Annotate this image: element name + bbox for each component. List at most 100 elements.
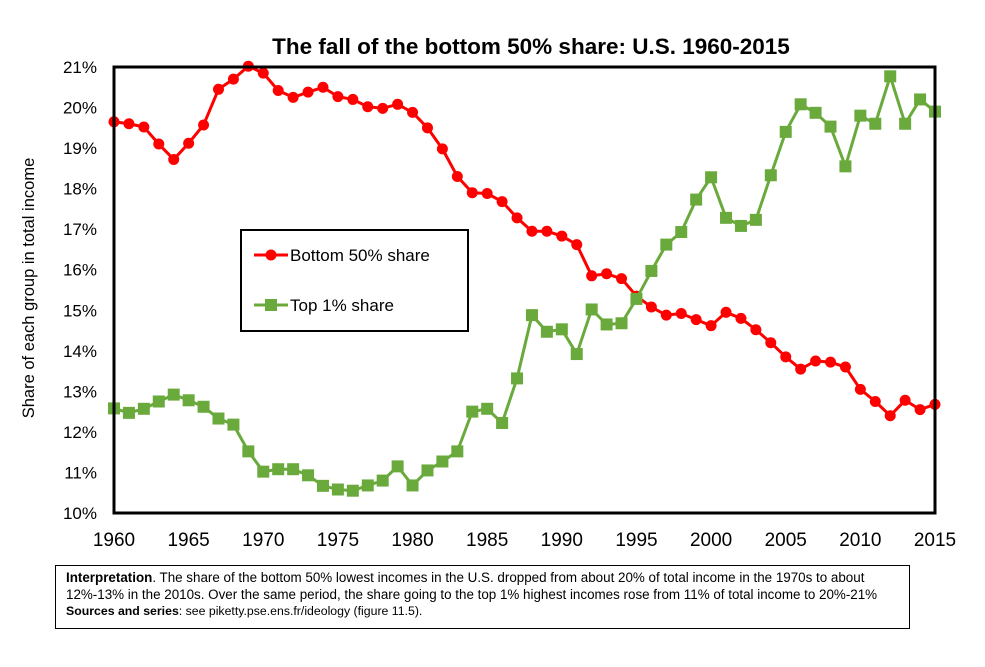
data-point — [616, 273, 628, 285]
data-point — [764, 169, 777, 182]
chart-title: The fall of the bottom 50% share: U.S. 1… — [272, 34, 790, 59]
data-point — [227, 418, 240, 431]
data-point — [362, 101, 374, 113]
data-point — [316, 479, 329, 492]
data-point — [257, 67, 269, 79]
data-point — [198, 119, 210, 131]
data-point — [675, 226, 688, 239]
data-point — [720, 306, 732, 318]
data-point — [511, 212, 523, 224]
data-point — [601, 268, 613, 280]
y-tick-label: 11% — [64, 463, 97, 482]
x-tick-label: 1980 — [391, 530, 433, 551]
data-point — [914, 404, 926, 416]
data-point — [451, 170, 463, 182]
series-layer — [108, 60, 941, 497]
data-point — [391, 460, 404, 473]
data-point — [794, 98, 807, 111]
data-point — [287, 463, 300, 476]
data-point — [795, 363, 807, 375]
data-point — [421, 464, 434, 477]
data-point — [825, 356, 837, 368]
legend-label-top1: Top 1% share — [290, 296, 394, 315]
data-point — [436, 143, 448, 155]
data-point — [138, 121, 150, 133]
data-point — [779, 125, 792, 138]
y-tick-label: 18% — [63, 180, 97, 199]
data-point — [406, 479, 419, 492]
data-point — [914, 93, 927, 106]
x-tick-label: 2010 — [839, 530, 881, 551]
data-point — [556, 230, 568, 242]
x-tick-labels: 1960 1965 1970 1975 1980 1985 1990 1995 2000 2005… — [93, 530, 956, 551]
data-point — [272, 463, 285, 476]
data-point — [645, 264, 658, 277]
x-tick-label: 1960 — [93, 530, 135, 551]
data-point — [302, 469, 315, 482]
x-tick-label: 1970 — [242, 530, 284, 551]
x-tick-label: 2015 — [914, 530, 956, 551]
data-point — [197, 400, 210, 413]
data-point — [630, 292, 643, 305]
data-point — [571, 239, 583, 251]
legend-box — [240, 229, 469, 332]
data-point — [600, 318, 613, 331]
data-point — [720, 211, 733, 224]
data-point — [212, 412, 225, 425]
data-point — [331, 483, 344, 496]
legend-marker-top1 — [265, 299, 277, 311]
data-point — [824, 120, 837, 133]
y-tick-label: 12% — [63, 423, 97, 442]
data-point — [392, 98, 404, 110]
y-axis-label: Share of each group in total income — [20, 158, 38, 419]
data-point — [749, 213, 762, 226]
legend-label-bottom50: Bottom 50% share — [290, 246, 430, 265]
data-point — [899, 394, 911, 406]
x-tick-label: 1990 — [541, 530, 583, 551]
data-point — [123, 118, 135, 130]
data-point — [451, 445, 464, 458]
data-point — [302, 86, 314, 98]
data-point — [212, 83, 224, 95]
data-point — [376, 474, 389, 487]
data-point — [869, 117, 882, 130]
data-point — [526, 225, 538, 237]
data-point — [645, 301, 657, 313]
data-point — [361, 479, 374, 492]
chart: The fall of the bottom 50% share: U.S. 1… — [20, 34, 956, 551]
interpretation-text: . The share of the bottom 50% lowest inc… — [66, 570, 878, 602]
y-tick-label: 14% — [63, 342, 97, 361]
data-point — [884, 70, 897, 83]
data-point — [705, 320, 717, 332]
data-point — [346, 484, 359, 497]
data-point — [839, 160, 852, 173]
data-point — [183, 137, 195, 149]
data-point — [854, 109, 867, 122]
data-point — [735, 312, 747, 324]
data-point — [511, 372, 524, 385]
y-tick-label: 15% — [63, 301, 97, 320]
x-tick-label: 1995 — [615, 530, 657, 551]
data-point — [287, 91, 299, 103]
data-point — [660, 309, 672, 321]
data-point — [137, 402, 150, 415]
data-point — [899, 117, 912, 130]
data-point — [466, 187, 478, 199]
data-point — [436, 455, 449, 468]
data-point — [540, 325, 553, 338]
data-point — [854, 383, 866, 395]
data-point — [570, 348, 583, 361]
sources-text: : see piketty.pse.ens.fr/ideology (figur… — [178, 604, 423, 618]
data-point — [615, 317, 628, 330]
data-point — [317, 81, 329, 93]
data-point — [377, 102, 389, 114]
data-point — [839, 361, 851, 373]
x-tick-label: 2005 — [765, 530, 807, 551]
data-point — [541, 225, 553, 237]
data-point — [122, 406, 135, 419]
y-tick-label: 21% — [63, 58, 97, 77]
data-point — [466, 405, 479, 418]
y-tick-label: 13% — [63, 382, 97, 401]
plot-area — [112, 65, 937, 515]
data-point — [242, 445, 255, 458]
